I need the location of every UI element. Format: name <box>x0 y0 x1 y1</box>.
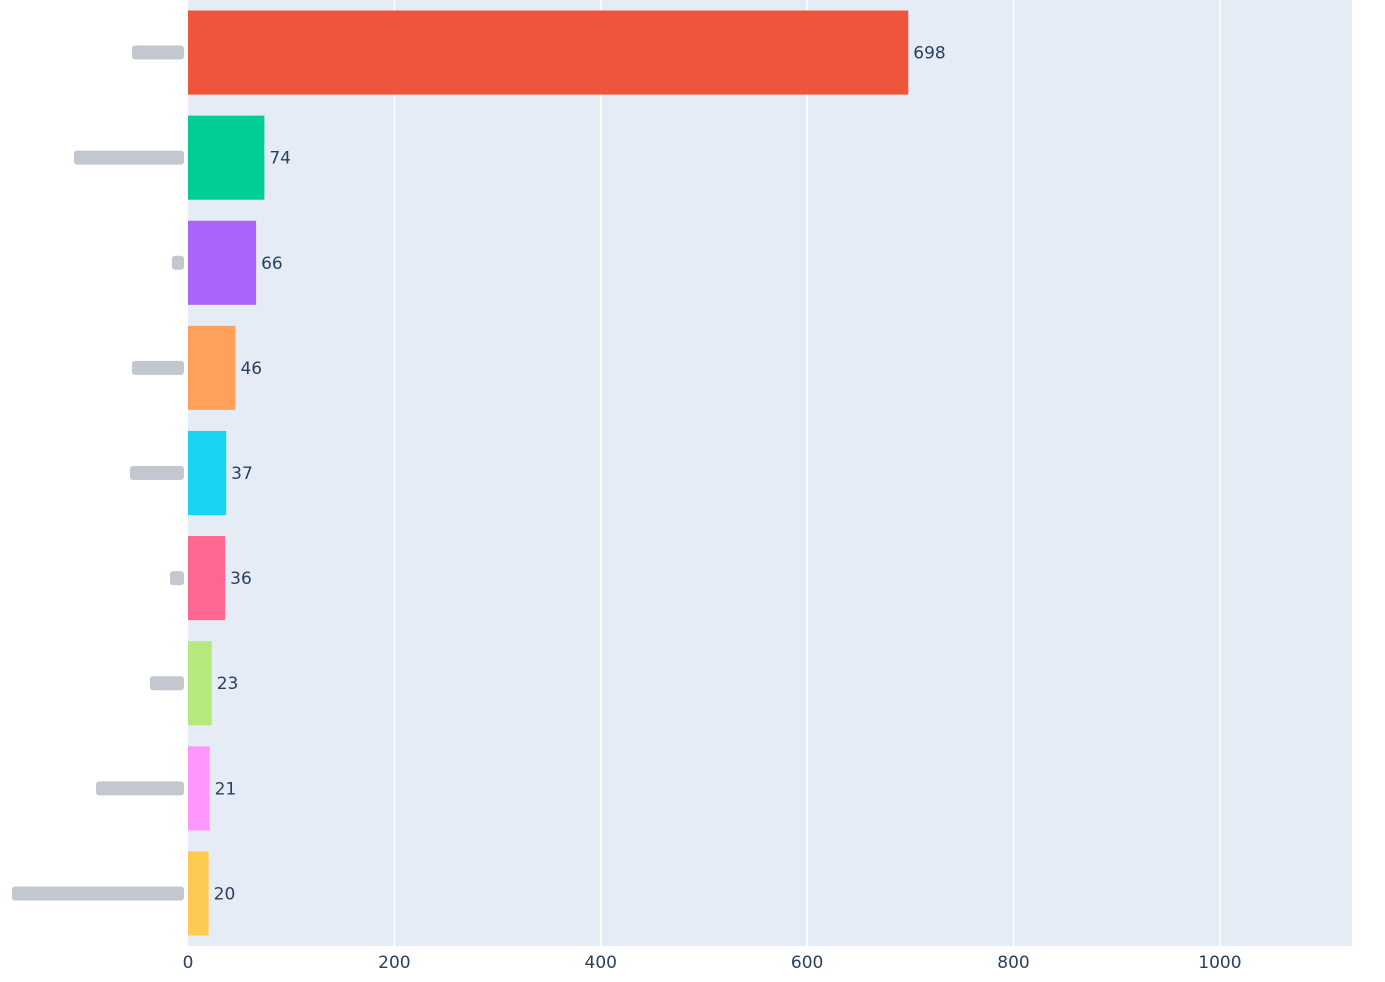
bar-value-label: 36 <box>230 569 252 589</box>
bar <box>188 851 209 936</box>
category-label-obscured <box>132 360 184 375</box>
bar <box>188 641 212 726</box>
x-tick-label: 0 <box>183 953 194 973</box>
bar-value-label: 21 <box>215 779 237 799</box>
bar <box>188 536 226 621</box>
bar-value-label: 74 <box>269 149 291 169</box>
bar-value-label: 20 <box>214 884 236 904</box>
category-label-obscured <box>96 781 184 796</box>
category-label-obscured <box>74 150 184 165</box>
category-label-obscured <box>172 255 184 270</box>
bar-value-label: 46 <box>240 359 262 379</box>
plot-area <box>188 0 1352 946</box>
x-tick-label: 800 <box>997 953 1029 973</box>
data-labels: 698 74 66 46 37 36 23 21 20 <box>214 44 946 905</box>
category-label-obscured <box>170 571 184 586</box>
bar-value-label: 23 <box>217 674 239 694</box>
x-tick-label: 200 <box>378 953 410 973</box>
category-label-obscured <box>132 45 184 60</box>
bar <box>188 430 227 516</box>
category-label-obscured <box>130 466 184 480</box>
bar-value-label: 37 <box>231 464 253 484</box>
bar <box>188 220 257 305</box>
x-axis-ticks: 0 200 400 600 800 1000 <box>183 953 1242 973</box>
x-tick-label: 400 <box>585 953 617 973</box>
bar <box>188 10 909 95</box>
x-tick-label: 600 <box>791 953 823 973</box>
bar <box>188 746 210 831</box>
bar-value-label: 66 <box>261 254 283 274</box>
category-labels <box>12 45 184 901</box>
bar-value-label: 698 <box>913 44 945 64</box>
category-label-obscured <box>150 676 184 691</box>
bar <box>188 325 236 410</box>
x-tick-label: 1000 <box>1198 953 1241 973</box>
bars <box>188 10 909 936</box>
bar <box>188 115 265 200</box>
gridlines <box>393 0 1221 946</box>
category-label-obscured <box>12 886 184 901</box>
